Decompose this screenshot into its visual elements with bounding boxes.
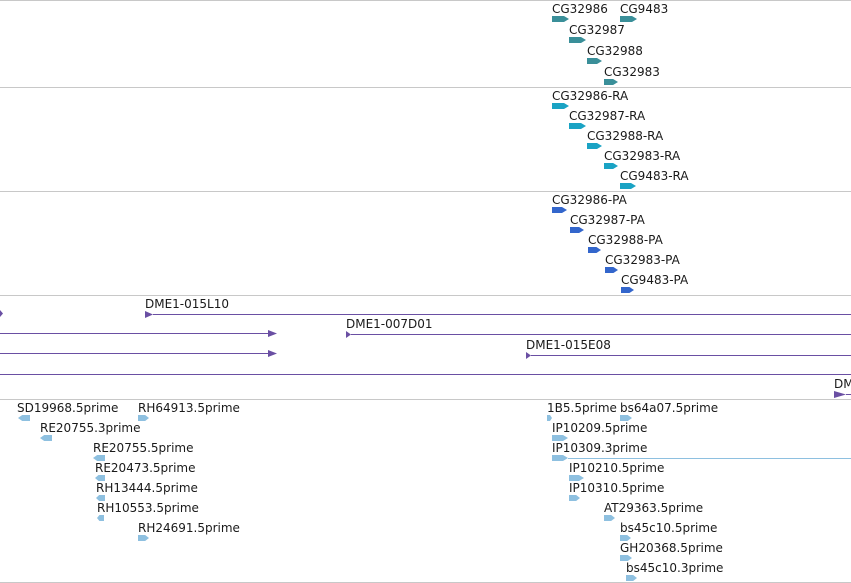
feature-label: CG32986-RA bbox=[552, 89, 629, 103]
clone-span-line bbox=[0, 353, 268, 354]
genes-track: CG32986 CG9483 CG32987 CG32988 CG32983 bbox=[0, 0, 851, 87]
forward-arrow-icon bbox=[604, 163, 618, 169]
feature-label: 1B5.5prime bbox=[547, 401, 617, 415]
forward-arrow-icon bbox=[620, 16, 637, 22]
forward-arrow-icon bbox=[569, 123, 586, 129]
forward-arrow-icon bbox=[526, 352, 531, 359]
feature-label: RE20473.5prime bbox=[95, 461, 196, 475]
forward-arrow-icon bbox=[268, 350, 277, 357]
feature-label: CG32983 bbox=[604, 65, 660, 79]
clones-track: DME1-015L10 DME1-007D01 DME1-015E08 bbox=[0, 296, 851, 399]
reverse-arrow-icon bbox=[40, 435, 52, 441]
feature-label: IP10310.5prime bbox=[569, 481, 665, 495]
reverse-arrow-icon bbox=[95, 475, 105, 481]
forward-arrow-icon bbox=[569, 495, 580, 501]
forward-arrow-icon bbox=[552, 103, 569, 109]
clone-span-line bbox=[351, 334, 851, 335]
feature-label: bs64a07.5prime bbox=[620, 401, 719, 415]
forward-arrow-icon bbox=[588, 247, 601, 253]
feature-label: IP10309.3prime bbox=[552, 441, 648, 455]
clone-span-line bbox=[846, 394, 851, 395]
track-divider bbox=[0, 295, 851, 296]
feature-label: DME1-015E08 bbox=[526, 338, 611, 352]
feature-label: RH24691.5prime bbox=[138, 521, 240, 535]
feature-label: AT29363.5prime bbox=[604, 501, 704, 515]
reverse-arrow-icon bbox=[18, 415, 30, 421]
feature-label: CG9483-PA bbox=[621, 273, 689, 287]
feature-label: CG32983-RA bbox=[604, 149, 681, 163]
feature-label: bs45c10.3prime bbox=[626, 561, 724, 575]
feature-label: RE20755.3prime bbox=[40, 421, 141, 435]
feature-label: RE20755.5prime bbox=[93, 441, 194, 455]
forward-arrow-icon bbox=[552, 435, 568, 441]
track-divider bbox=[0, 191, 851, 192]
track-divider bbox=[0, 87, 851, 88]
forward-arrow-icon bbox=[626, 575, 637, 581]
clone-span-line bbox=[0, 374, 851, 375]
feature-label: CG32986 bbox=[552, 2, 608, 16]
feature-label: DM bbox=[834, 377, 851, 391]
feature-label: DME1-015L10 bbox=[145, 297, 229, 311]
forward-arrow-icon bbox=[552, 16, 569, 22]
feature-label: CG9483-RA bbox=[620, 169, 689, 183]
feature-label: GH20368.5prime bbox=[620, 541, 723, 555]
reverse-arrow-icon bbox=[93, 455, 105, 461]
feature-label: CG32987-PA bbox=[570, 213, 645, 227]
feature-label: bs45c10.5prime bbox=[620, 521, 718, 535]
forward-arrow-icon bbox=[138, 415, 149, 421]
forward-arrow-icon bbox=[604, 79, 618, 85]
feature-label: CG32988-RA bbox=[587, 129, 664, 143]
feature-label: SD19968.5prime bbox=[17, 401, 119, 415]
forward-arrow-icon bbox=[587, 58, 602, 64]
forward-arrow-icon bbox=[552, 455, 568, 461]
reverse-arrow-icon bbox=[97, 515, 104, 521]
feature-label: DME1-007D01 bbox=[346, 317, 433, 331]
clone-span-line bbox=[531, 355, 851, 356]
forward-arrow-icon bbox=[569, 475, 584, 481]
transcripts-track: CG32986-RA CG32987-RA CG32988-RA CG32983… bbox=[0, 88, 851, 191]
clone-span-line bbox=[153, 314, 851, 315]
forward-arrow-icon bbox=[620, 555, 632, 561]
feature-label: IP10210.5prime bbox=[569, 461, 665, 475]
feature-label: CG32983-PA bbox=[605, 253, 680, 267]
forward-arrow-icon bbox=[605, 267, 618, 273]
feature-label: CG9483 bbox=[620, 2, 669, 16]
forward-arrow-icon bbox=[569, 37, 586, 43]
forward-arrow-icon bbox=[570, 227, 584, 233]
feature-label: CG32987-RA bbox=[569, 109, 646, 123]
feature-label: CG32987 bbox=[569, 23, 625, 37]
forward-arrow-icon bbox=[138, 535, 149, 541]
feature-label: CG32988-PA bbox=[588, 233, 663, 247]
forward-arrow-icon bbox=[620, 183, 636, 189]
ests-track: SD19968.5prime RH64913.5prime RE20755.3p… bbox=[0, 400, 851, 582]
feature-label: CG32986-PA bbox=[552, 193, 627, 207]
track-divider bbox=[0, 0, 851, 1]
forward-arrow-icon bbox=[620, 535, 631, 541]
feature-label: RH64913.5prime bbox=[138, 401, 240, 415]
forward-arrow-icon bbox=[0, 310, 3, 317]
forward-arrow-icon bbox=[145, 311, 153, 318]
forward-arrow-icon bbox=[587, 143, 602, 149]
forward-arrow-icon bbox=[834, 391, 846, 398]
feature-label: IP10209.5prime bbox=[552, 421, 648, 435]
forward-arrow-icon bbox=[604, 515, 615, 521]
feature-label: CG32988 bbox=[587, 44, 643, 58]
forward-arrow-icon bbox=[268, 330, 277, 337]
forward-arrow-icon bbox=[547, 415, 552, 421]
clone-span-line bbox=[0, 333, 268, 334]
feature-label: RH10553.5prime bbox=[97, 501, 199, 515]
feature-label: RH13444.5prime bbox=[96, 481, 198, 495]
est-span-line bbox=[568, 458, 851, 459]
reverse-arrow-icon bbox=[96, 495, 105, 501]
forward-arrow-icon bbox=[346, 331, 351, 338]
forward-arrow-icon bbox=[552, 207, 567, 213]
forward-arrow-icon bbox=[620, 415, 632, 421]
track-divider bbox=[0, 399, 851, 400]
proteins-track: CG32986-PA CG32987-PA CG32988-PA CG32983… bbox=[0, 192, 851, 295]
forward-arrow-icon bbox=[621, 287, 634, 293]
